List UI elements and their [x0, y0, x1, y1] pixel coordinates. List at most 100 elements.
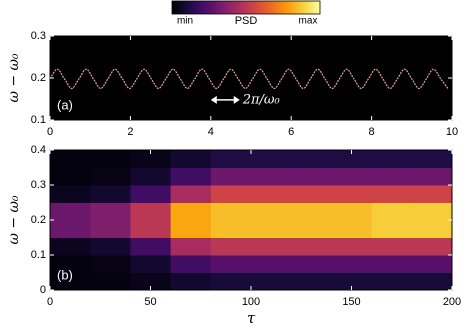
y-tick-label: 0.1 [31, 114, 46, 126]
psd-cell [90, 150, 131, 168]
annotation-label: 2π/ω₀ [242, 92, 281, 107]
psd-cell [50, 255, 91, 273]
psd-cell [170, 150, 212, 168]
psd-cell [371, 185, 413, 203]
arrow-head [210, 95, 240, 104]
panel-label: (a) [57, 97, 73, 112]
psd-cell [371, 255, 413, 273]
psd-cell [130, 150, 172, 168]
psd-cell [210, 185, 252, 203]
psd-cell [371, 237, 413, 256]
psd-cell [291, 220, 332, 238]
psd-cell [411, 220, 453, 238]
psd-cell [371, 150, 413, 168]
psd-cell [291, 185, 332, 203]
psd-cell [90, 185, 131, 203]
x-tick-label: 100 [242, 296, 260, 308]
x-tick-label: 10 [446, 126, 458, 138]
psd-cell [251, 167, 292, 186]
psd-cell [90, 220, 131, 238]
y-tick-label: 0.3 [31, 30, 46, 42]
psd-cell [411, 237, 453, 256]
psd-cell [210, 167, 252, 186]
x-tick-label: 0 [47, 126, 53, 138]
psd-cell [291, 167, 332, 186]
psd-cell [411, 167, 453, 186]
psd-cell [371, 272, 413, 291]
psd-cell [291, 202, 332, 221]
psd-cell [90, 237, 131, 256]
psd-cell [291, 255, 332, 273]
y-axis-label: ω − ω₀ [6, 195, 22, 244]
psd-cell [411, 150, 453, 168]
psd-cell [90, 272, 131, 291]
x-tick-label: 50 [144, 296, 156, 308]
psd-cell [331, 185, 373, 203]
psd-cell [251, 237, 292, 256]
psd-cell [331, 255, 373, 273]
psd-cell [331, 202, 373, 221]
psd-cell [251, 185, 292, 203]
psd-cell [50, 237, 91, 256]
y-tick-label: 0.2 [31, 72, 46, 84]
psd-cell [251, 255, 292, 273]
psd-cell [251, 202, 292, 221]
psd-cell [50, 167, 91, 186]
psd-cell [170, 237, 212, 256]
colorbar-min-label: min [177, 16, 193, 27]
psd-cell [170, 167, 212, 186]
psd-cell [50, 185, 91, 203]
psd-cell [170, 272, 212, 291]
colorbar [171, 0, 321, 15]
plot-background [50, 36, 452, 120]
x-tick-label: 200 [443, 296, 461, 308]
psd-cell [210, 220, 252, 238]
y-tick-label: 0.3 [31, 179, 46, 191]
psd-cell [130, 220, 172, 238]
psd-cell [210, 150, 252, 168]
psd-cell [90, 202, 131, 221]
x-tick-label: 4 [208, 126, 214, 138]
psd-cell [251, 150, 292, 168]
panel-label: (b) [57, 267, 73, 282]
psd-cell [331, 272, 373, 291]
x-tick-label: 8 [369, 126, 375, 138]
psd-cell [371, 202, 413, 221]
psd-cell [411, 272, 453, 291]
psd-cell [251, 272, 292, 291]
y-axis-label: ω − ω₀ [6, 53, 22, 102]
psd-cell [130, 237, 172, 256]
psd-cell [291, 237, 332, 256]
psd-cell [210, 255, 252, 273]
x-tick-label: 150 [342, 296, 360, 308]
y-tick-label: 0 [40, 284, 46, 296]
x-tick-label: 2 [127, 126, 133, 138]
colorbar-max-label: max [299, 16, 318, 27]
psd-cell [50, 272, 91, 291]
y-tick-label: 0.4 [31, 144, 46, 156]
psd-cell [411, 202, 453, 221]
psd-cell [130, 185, 172, 203]
psd-cell [371, 220, 413, 238]
psd-cell [291, 272, 332, 291]
psd-cell [170, 255, 212, 273]
oscillation-line [49, 68, 449, 90]
psd-cell [411, 185, 453, 203]
psd-cell [251, 220, 292, 238]
x-tick-label: 6 [288, 126, 294, 138]
psd-cell [50, 202, 91, 221]
psd-cell [130, 202, 172, 221]
psd-cell [331, 167, 373, 186]
psd-cell [170, 185, 212, 203]
psd-cell [331, 237, 373, 256]
y-tick-label: 0.1 [31, 249, 46, 261]
psd-cell [170, 202, 212, 221]
psd-cell [210, 202, 252, 221]
psd-cell [291, 150, 332, 168]
psd-cell [90, 167, 131, 186]
psd-cell [331, 220, 373, 238]
x-axis-label: τ [247, 309, 256, 327]
psd-cell [90, 255, 131, 273]
psd-cell [130, 272, 172, 291]
